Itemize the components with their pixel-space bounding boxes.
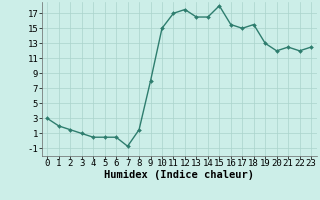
X-axis label: Humidex (Indice chaleur): Humidex (Indice chaleur): [104, 170, 254, 180]
